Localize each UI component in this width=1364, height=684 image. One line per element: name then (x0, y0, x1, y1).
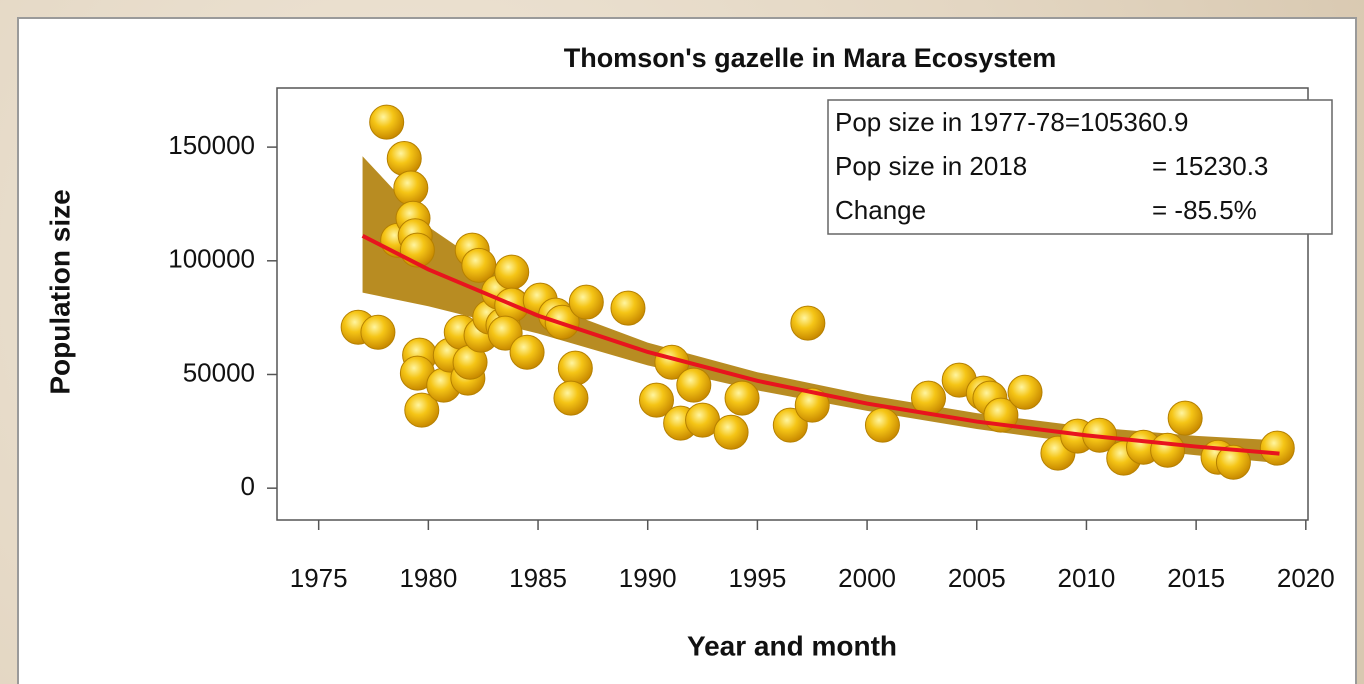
x-tick-label: 1985 (509, 563, 567, 593)
data-point (610, 290, 646, 326)
data-point (790, 305, 826, 341)
data-point (794, 387, 830, 423)
data-point (360, 314, 396, 350)
data-point (1215, 444, 1251, 480)
x-tick-label: 1995 (728, 563, 786, 593)
x-tick-label: 2015 (1167, 563, 1225, 593)
y-tick-label: 150000 (168, 130, 255, 160)
data-point (676, 367, 712, 403)
trend-line (361, 234, 1280, 456)
annotation-text: = -85.5% (1152, 195, 1257, 225)
data-point (509, 334, 545, 370)
data-point (1150, 432, 1186, 468)
annotation-text: Pop size in 1977-78=105360.9 (835, 107, 1188, 137)
x-tick-label: 2010 (1058, 563, 1116, 593)
x-tick-label: 2020 (1277, 563, 1335, 593)
x-tick-label: 2000 (838, 563, 896, 593)
data-point (494, 254, 530, 290)
x-tick-label: 1980 (399, 563, 457, 593)
annotation-text: Change (835, 195, 926, 225)
x-tick-label: 1975 (290, 563, 348, 593)
data-point (553, 380, 589, 416)
x-axis-label: Year and month (687, 630, 897, 661)
data-point (369, 104, 405, 140)
data-point (393, 170, 429, 206)
data-point (1007, 374, 1043, 410)
data-point (568, 284, 604, 320)
data-point (557, 350, 593, 386)
data-point (772, 407, 808, 443)
y-tick-label: 100000 (168, 244, 255, 274)
data-point (864, 407, 900, 443)
data-point (713, 414, 749, 450)
annotation-box (827, 99, 1333, 235)
y-axis-label: Population size (44, 189, 75, 394)
annotation-text: Pop size in 2018 (835, 151, 1027, 181)
data-point (386, 140, 422, 176)
chart-title: Thomson's gazelle in Mara Ecosystem (564, 43, 1057, 73)
data-point (1167, 400, 1203, 436)
data-point (404, 392, 440, 428)
data-point (1259, 430, 1295, 466)
data-point (638, 382, 674, 418)
plot-layer: 0 50000 100000 150000 1975 1980 1985 1990 1995 20… (168, 99, 1335, 593)
x-tick-label: 2005 (948, 563, 1006, 593)
y-tick-label: 0 (241, 471, 255, 501)
annotation-text: = 15230.3 (1152, 151, 1268, 181)
data-point (724, 380, 760, 416)
x-tick-label: 1990 (619, 563, 677, 593)
y-tick-label: 50000 (183, 357, 255, 387)
